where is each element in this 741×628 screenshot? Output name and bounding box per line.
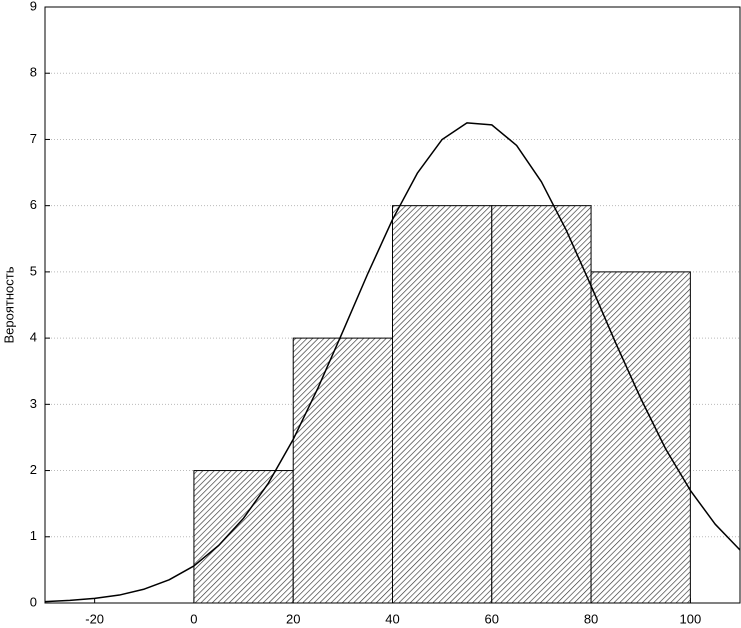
y-tick-label: 5 [30,263,37,278]
y-tick-label: 3 [30,396,37,411]
bar [193,470,294,604]
x-tick-label: 100 [680,611,702,626]
plot-frame [44,6,741,604]
x-tick-label: 0 [190,611,197,626]
x-tick-label: -20 [85,611,104,626]
y-tick-label: 4 [30,330,37,345]
y-axis-label: Вероятность [1,266,16,343]
y-tick-label: 9 [30,0,37,13]
y-tick-label: 1 [30,528,37,543]
x-tick-label: 60 [485,611,499,626]
y-tick-label: 6 [30,197,37,212]
y-tick-label: 0 [30,594,37,609]
y-tick-label: 7 [30,131,37,146]
bar [491,205,592,604]
y-tick-label: 2 [30,462,37,477]
y-tick-label: 8 [30,65,37,80]
x-tick-label: 80 [584,611,598,626]
fit-curve [44,122,741,603]
x-tick-label: 20 [286,611,300,626]
x-tick-label: 40 [385,611,399,626]
bar [392,205,493,604]
bar [292,337,394,604]
